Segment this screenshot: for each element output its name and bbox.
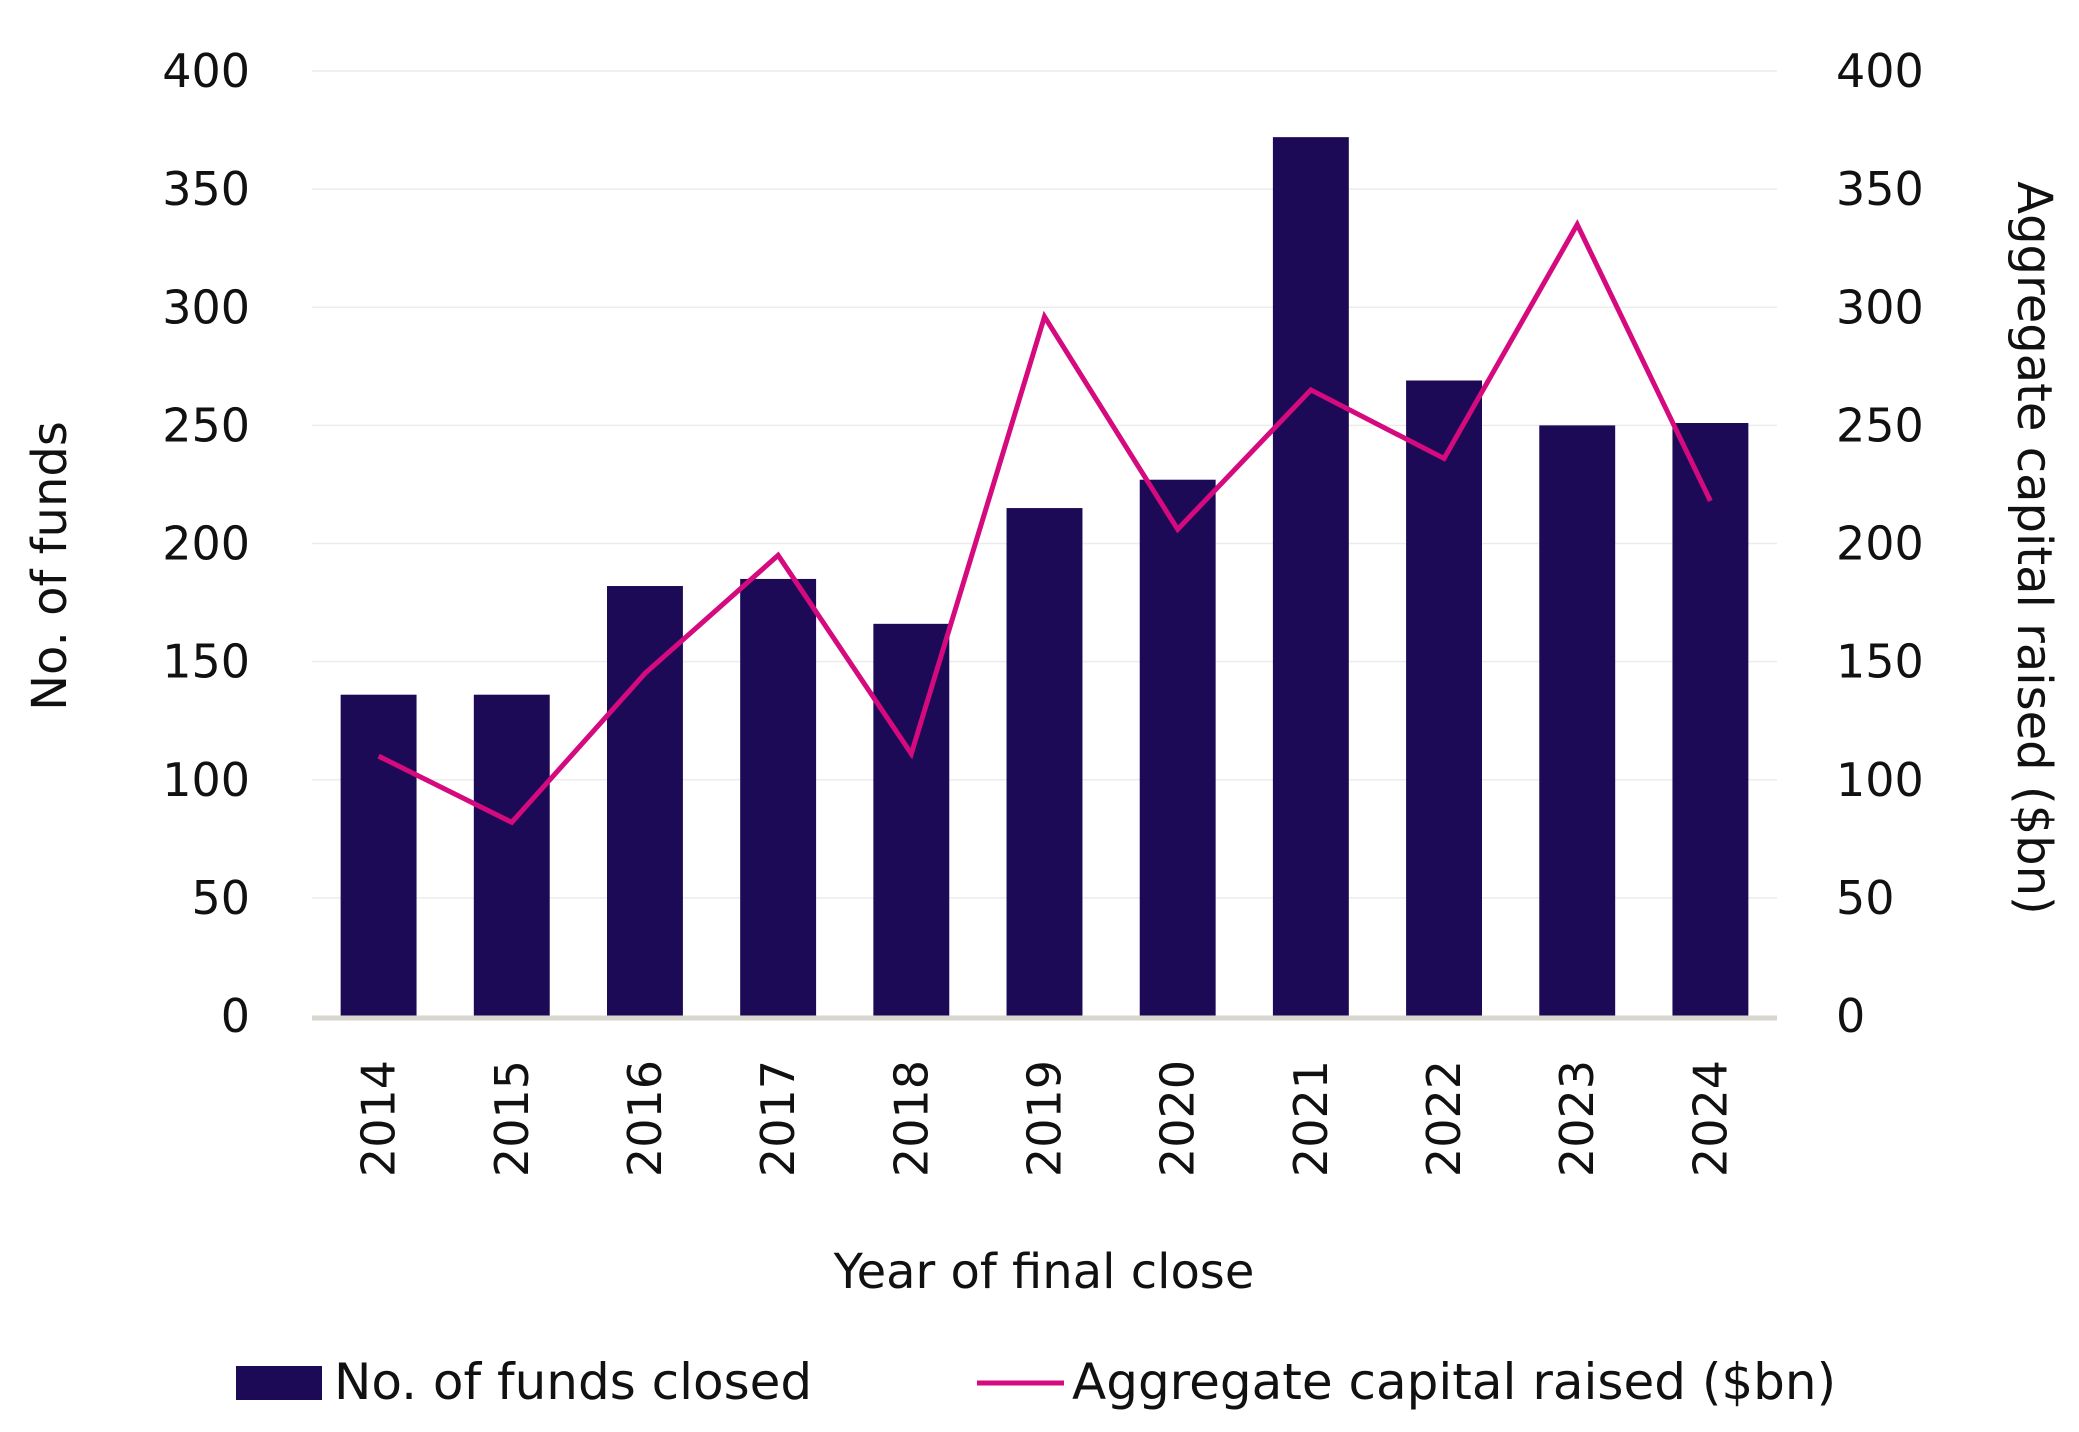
bar-2016 [606,586,683,1016]
x-axis-ticks: 2014 2015 2016 2017 2018 2019 2020 2021 2022 2023… [352,1060,1738,1177]
right-y-tick-label: 150 [1836,635,1924,689]
bar-series [340,137,1749,1016]
x-tick-label: 2016 [618,1060,672,1177]
x-tick-label: 2015 [485,1060,539,1177]
left-y-tick-label: 200 [162,517,250,571]
legend-label-line: Aggregate capital raised ($bn) [1072,1353,1836,1411]
bar-2017 [740,578,817,1016]
x-axis-title: Year of final close [833,1244,1255,1300]
right-y-tick-label: 0 [1836,989,1865,1043]
x-tick-label: 2018 [884,1060,938,1177]
x-tick-label: 2017 [751,1060,805,1177]
left-y-tick-label: 150 [162,635,250,689]
legend: No. of funds closed Aggregate capital ra… [236,1353,1836,1411]
bar-2019 [1006,508,1083,1016]
bar-2022 [1406,380,1483,1016]
bar-2020 [1139,479,1216,1016]
bar-2015 [473,694,550,1016]
bar-2024 [1672,423,1749,1016]
left-y-tick-label: 50 [191,871,250,925]
right-y-tick-label: 100 [1836,753,1924,807]
x-tick-label: 2020 [1151,1060,1205,1177]
right-y-axis-title: Aggregate capital raised ($bn) [2006,181,2062,915]
legend-swatch-bar [236,1366,322,1400]
x-tick-label: 2021 [1284,1060,1338,1177]
bar-2023 [1539,425,1616,1016]
left-y-tick-label: 350 [162,162,250,216]
right-y-tick-label: 50 [1836,871,1895,925]
right-y-tick-label: 350 [1836,162,1924,216]
left-y-axis-ticks: 0 50 100 150 200 250 300 350 400 [162,44,250,1043]
x-tick-label: 2019 [1018,1060,1072,1177]
right-y-tick-label: 200 [1836,517,1924,571]
left-y-tick-label: 300 [162,280,250,334]
left-y-axis-title: No. of funds [22,421,78,711]
left-y-tick-label: 400 [162,44,250,98]
left-y-tick-label: 250 [162,398,250,452]
bar-2021 [1272,137,1349,1016]
bar-2018 [873,623,950,1016]
line-series [377,219,1713,826]
right-y-tick-label: 300 [1836,280,1924,334]
x-tick-label: 2022 [1417,1060,1471,1177]
left-y-tick-label: 0 [221,989,250,1043]
bar-2014 [340,694,417,1016]
x-tick-label: 2023 [1550,1060,1604,1177]
x-tick-label: 2014 [352,1060,406,1177]
right-y-tick-label: 400 [1836,44,1924,98]
right-y-axis-ticks: 0 50 100 150 200 250 300 350 400 [1836,44,1924,1043]
right-y-tick-label: 250 [1836,398,1924,452]
x-tick-label: 2024 [1683,1060,1737,1177]
left-y-tick-label: 100 [162,753,250,807]
legend-label-bar: No. of funds closed [334,1353,812,1411]
